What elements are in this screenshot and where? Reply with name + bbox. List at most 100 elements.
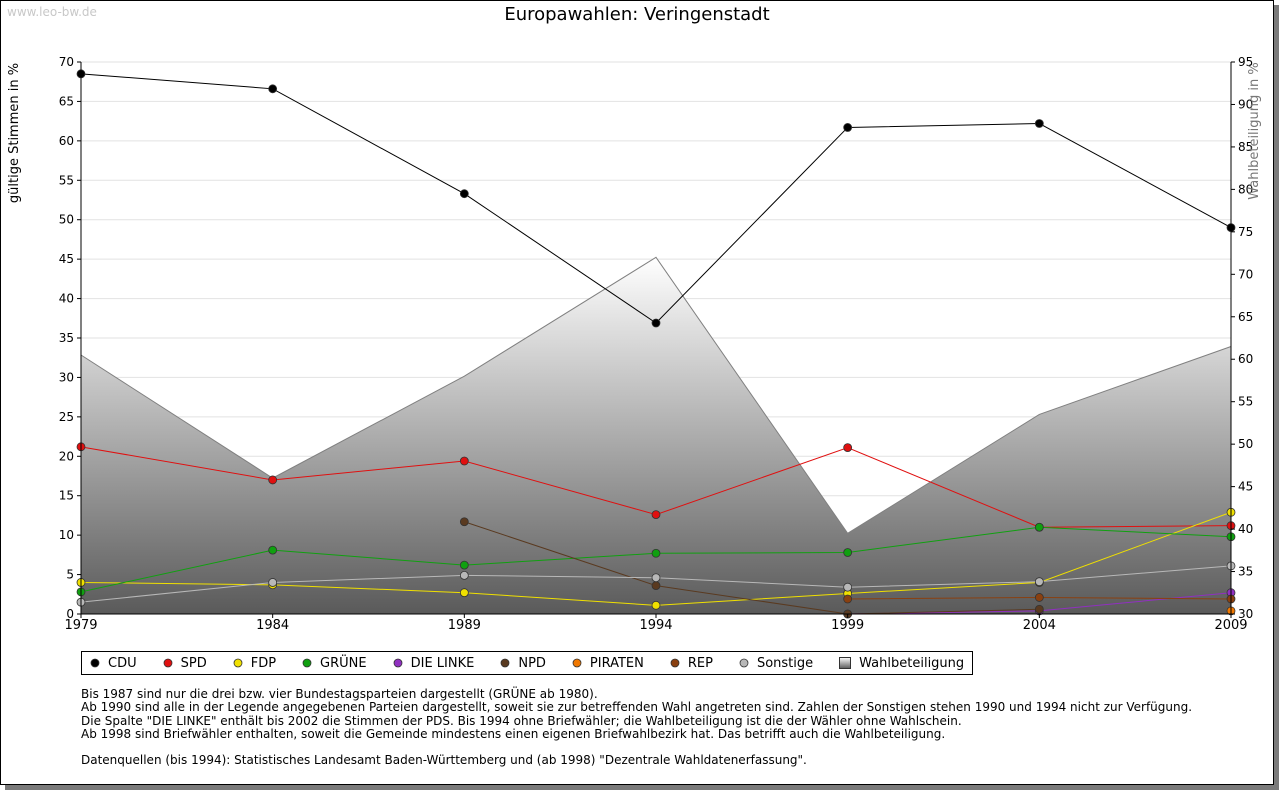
legend-marker: [163, 658, 173, 668]
x-tick-label: 2009: [1214, 618, 1247, 633]
data-point: [843, 548, 853, 557]
data-point: [651, 548, 661, 558]
legend-item: REP: [666, 656, 713, 671]
data-point: [1034, 119, 1044, 128]
legend-item: SPD: [159, 656, 207, 671]
y-tick-label: 65: [59, 94, 74, 108]
data-point: [651, 581, 661, 591]
y2-tick-label: 50: [1238, 437, 1253, 451]
y2-tick-label: 55: [1238, 395, 1253, 409]
y-tick-label: 15: [59, 489, 74, 503]
legend-marker: [90, 658, 100, 668]
legend-label: Wahlbeteiligung: [859, 655, 965, 671]
y2-tick-label: 80: [1238, 182, 1253, 196]
axes-layer: 0 5 10 15 20 25 30 35 40 45 50 55 60 65 70 30 35 40 45 50 55…: [7, 55, 1262, 633]
legend-label: CDU: [108, 655, 137, 671]
data-point: [843, 443, 853, 453]
y-tick-label: 70: [59, 55, 74, 69]
legend-area-icon: [839, 657, 852, 669]
x-tick-label: 2004: [1023, 618, 1056, 633]
data-point: [843, 594, 853, 604]
y2-tick-label: 75: [1238, 225, 1253, 239]
y2-tick-label: 30: [1238, 607, 1253, 621]
series-points-layer: [76, 69, 1236, 619]
series-line: [464, 521, 1040, 615]
legend-marker-icon: [500, 658, 510, 668]
data-point: [459, 588, 469, 598]
legend-marker-icon: [233, 658, 243, 668]
legend-label: GRÜNE: [320, 655, 367, 671]
legend-label: NPD: [518, 655, 546, 671]
legend-item: NPD: [496, 656, 546, 671]
data-point: [459, 560, 469, 570]
y2-tick-label: 70: [1238, 267, 1253, 281]
y-tick-label: 40: [59, 292, 74, 306]
y-tick-label: 55: [59, 173, 74, 187]
legend-marker: [302, 658, 312, 668]
y-tick-label: 5: [66, 568, 74, 582]
note-line: Ab 1998 sind Briefwähler enthalten, sowe…: [81, 727, 946, 742]
data-point: [268, 475, 278, 485]
x-tick-label: 1984: [256, 618, 289, 633]
y2-tick-label: 35: [1238, 565, 1253, 579]
x-tick-label: 1994: [639, 618, 672, 633]
y-tick-label: 25: [59, 410, 74, 424]
data-point: [268, 545, 278, 555]
x-tick-label: 1989: [448, 618, 481, 633]
notes: Bis 1987 sind nur die drei bzw. vier Bun…: [81, 687, 1193, 742]
legend-item: Sonstige: [735, 656, 813, 671]
legend-marker-icon: [393, 658, 403, 668]
data-point: [1034, 522, 1044, 532]
y-tick-label: 20: [59, 449, 74, 463]
legend-item: PIRATEN: [568, 656, 644, 671]
legend-marker: [739, 658, 749, 668]
legend-marker-icon: [572, 658, 582, 668]
y2-tick-label: 85: [1238, 140, 1253, 154]
legend-marker-icon: [90, 658, 100, 668]
watermark: www.leo-bw.de: [7, 5, 97, 19]
data-point: [843, 123, 853, 132]
legend-marker: [572, 658, 582, 668]
y-tick-label: 30: [59, 370, 74, 384]
legend-label: FDP: [250, 655, 277, 671]
legend-marker: [670, 658, 680, 668]
legend: CDU SPD FDP GRÜNE DIE LINKE NPD PIRATEN REP Sons…: [81, 651, 974, 675]
y2-tick-label: 90: [1238, 97, 1253, 111]
x-tick-label: 1979: [64, 618, 97, 633]
y-tick-label: 45: [59, 252, 74, 266]
turnout-area: [81, 257, 1231, 614]
y2-tick-label: 60: [1238, 352, 1253, 366]
legend-item: FDP: [229, 656, 276, 671]
data-point: [1034, 604, 1044, 614]
data-point: [1034, 577, 1044, 587]
legend-area-swatch: [839, 657, 852, 669]
data-point: [843, 582, 853, 592]
legend-item: DIE LINKE: [389, 655, 475, 671]
legend-item: CDU: [86, 656, 137, 671]
y-tick-label: 60: [59, 134, 74, 148]
data-point: [268, 84, 278, 94]
legend-item: GRÜNE: [298, 656, 367, 671]
note-line: Ab 1990 sind alle in der Legende angegeb…: [81, 700, 1193, 715]
data-point: [651, 318, 661, 328]
data-point: [268, 578, 278, 587]
x-tick-label: 1999: [831, 618, 864, 633]
y2-tick-label: 95: [1238, 55, 1253, 69]
legend-marker-icon: [302, 658, 312, 668]
source-note: Datenquellen (bis 1994): Statistisches L…: [81, 753, 807, 767]
note-line: Bis 1987 sind nur die drei bzw. vier Bun…: [81, 687, 598, 701]
data-point: [651, 600, 661, 610]
legend-label: DIE LINKE: [410, 655, 475, 671]
chart-title: Europawahlen: Veringenstadt: [504, 4, 770, 25]
y-tick-label: 50: [59, 213, 74, 227]
legend-label: REP: [687, 655, 713, 671]
data-point: [459, 189, 469, 199]
legend-marker-icon: [163, 658, 173, 668]
data-point: [459, 570, 469, 580]
legend-marker: [233, 658, 243, 668]
y2-tick-label: 40: [1238, 522, 1253, 536]
legend-marker-icon: [739, 658, 749, 668]
y2-axis-label: Wahlbeteiligung in %: [1247, 62, 1262, 199]
